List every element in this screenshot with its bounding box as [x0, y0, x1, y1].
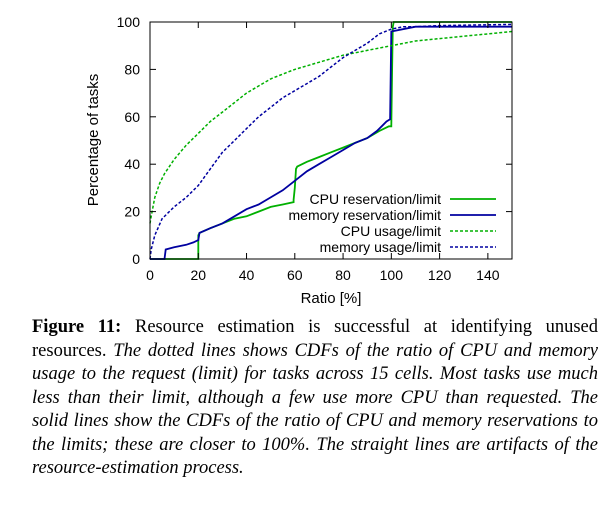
y-axis: 0 20 40 60 80 100 [117, 14, 512, 267]
x-tick-label: 100 [380, 267, 404, 283]
x-tick-label: 0 [146, 267, 154, 283]
x-tick-label: 120 [428, 267, 452, 283]
series-line-1 [150, 25, 512, 260]
x-tick-label: 140 [476, 267, 500, 283]
y-tick-label: 40 [124, 156, 140, 172]
y-tick-label: 0 [132, 251, 140, 267]
y-tick-label: 20 [124, 204, 140, 220]
x-tick-label: 80 [335, 267, 351, 283]
x-tick-label: 40 [239, 267, 255, 283]
x-axis-label: Ratio [%] [301, 290, 362, 307]
caption-figure-label: Figure 11: [32, 317, 122, 337]
x-tick-label: 20 [190, 267, 206, 283]
cdf-chart: 0 20 40 60 80 100 120 140 0 20 40 60 80 100 Ratio [%… [85, 14, 513, 307]
y-tick-label: 100 [117, 14, 141, 30]
legend-label: memory reservation/limit [289, 207, 442, 223]
figure-caption: Figure 11: Resource estimation is succes… [32, 316, 598, 481]
plot-frame [149, 21, 513, 260]
series-line-3 [149, 23, 513, 260]
series-line-0 [150, 21, 512, 260]
y-tick-label: 60 [124, 109, 140, 125]
x-axis: 0 20 40 60 80 100 120 140 [146, 22, 500, 283]
series-line-2 [149, 30, 513, 224]
legend-label: CPU reservation/limit [310, 191, 442, 207]
y-tick-label: 80 [124, 61, 140, 77]
plot-lines [149, 21, 513, 260]
legend-label: CPU usage/limit [341, 223, 441, 239]
y-axis-label: Percentage of tasks [85, 74, 102, 207]
caption-body: The dotted lines shows CDFs of the ratio… [32, 340, 599, 479]
caption-lead-sentence: Resource estimation is successful at ide… [32, 317, 598, 361]
x-tick-label: 60 [287, 267, 303, 283]
legend-label: memory usage/limit [320, 239, 441, 255]
